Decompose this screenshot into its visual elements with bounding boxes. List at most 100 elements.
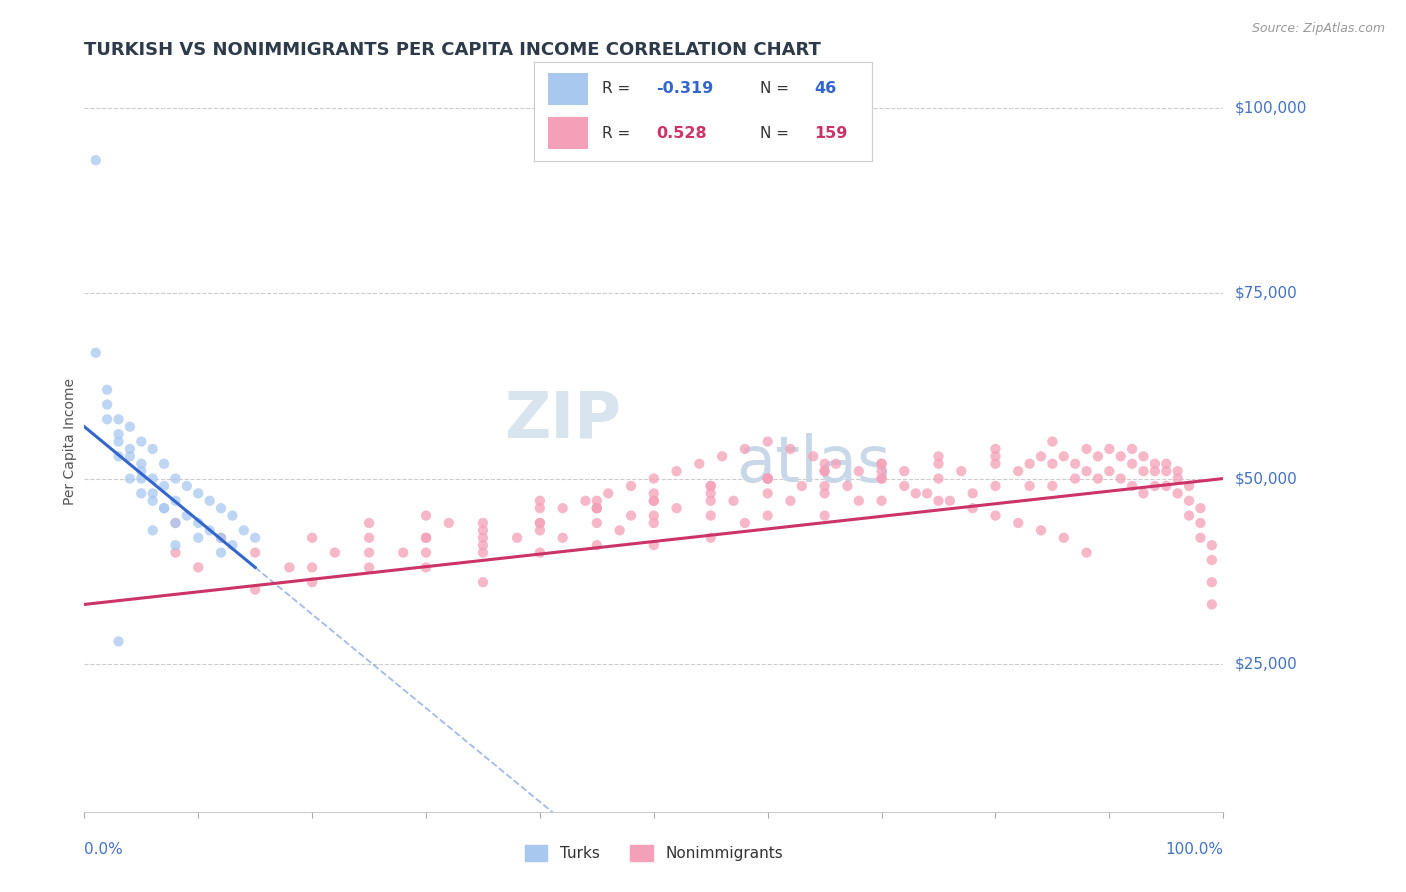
Point: [96, 412, 118, 426]
Text: $75,000: $75,000: [1234, 286, 1298, 301]
Point: [1189, 531, 1212, 545]
Point: [131, 434, 153, 449]
Point: [1189, 516, 1212, 530]
Point: [118, 442, 141, 456]
Point: [1189, 501, 1212, 516]
Point: [893, 479, 915, 493]
Text: 159: 159: [814, 126, 848, 141]
Point: [1087, 450, 1109, 464]
Point: [1087, 471, 1109, 485]
Point: [643, 471, 665, 485]
Text: TURKISH VS NONIMMIGRANTS PER CAPITA INCOME CORRELATION CHART: TURKISH VS NONIMMIGRANTS PER CAPITA INCO…: [84, 41, 821, 59]
Point: [96, 383, 118, 397]
Point: [1053, 450, 1076, 464]
Point: [723, 493, 745, 508]
Point: [323, 546, 346, 560]
Point: [984, 508, 1007, 523]
Point: [359, 546, 381, 560]
Point: [609, 524, 631, 538]
Point: [870, 457, 893, 471]
Point: [1029, 450, 1052, 464]
Point: [1109, 450, 1132, 464]
Point: [700, 479, 723, 493]
Point: [131, 464, 153, 478]
Point: [301, 575, 323, 590]
Point: [165, 516, 187, 530]
Point: [107, 634, 129, 648]
Point: [790, 479, 813, 493]
Point: [1201, 575, 1223, 590]
Point: [529, 501, 551, 516]
Point: [165, 538, 187, 552]
Point: [1042, 434, 1064, 449]
Point: [779, 442, 801, 456]
Point: [734, 442, 756, 456]
Point: [643, 508, 665, 523]
Point: [962, 486, 984, 500]
Point: [620, 508, 643, 523]
Point: [1029, 524, 1052, 538]
Point: [1121, 457, 1143, 471]
Point: [1053, 531, 1076, 545]
Point: [176, 479, 198, 493]
Point: [153, 479, 176, 493]
Point: [984, 442, 1007, 456]
Point: [118, 419, 141, 434]
Point: [928, 450, 950, 464]
Point: [586, 501, 609, 516]
Point: [700, 531, 723, 545]
Point: [700, 486, 723, 500]
Point: [529, 516, 551, 530]
Text: R =: R =: [602, 126, 630, 141]
Point: [187, 516, 209, 530]
Point: [392, 546, 415, 560]
Text: -0.319: -0.319: [655, 81, 713, 96]
Point: [1098, 442, 1121, 456]
Point: [165, 493, 187, 508]
Point: [551, 531, 574, 545]
Point: [1167, 471, 1189, 485]
Point: [1156, 464, 1178, 478]
Point: [1167, 486, 1189, 500]
Point: [187, 560, 209, 574]
Text: N =: N =: [761, 126, 789, 141]
Point: [984, 479, 1007, 493]
Point: [529, 493, 551, 508]
Text: $50,000: $50,000: [1234, 471, 1298, 486]
Point: [1018, 479, 1040, 493]
Point: [209, 531, 232, 545]
Point: [643, 538, 665, 552]
Point: [688, 457, 710, 471]
Point: [1121, 479, 1143, 493]
Point: [928, 471, 950, 485]
Point: [801, 450, 824, 464]
Point: [870, 471, 893, 485]
Point: [198, 524, 221, 538]
Point: [837, 479, 859, 493]
Point: [437, 516, 460, 530]
Point: [1076, 464, 1098, 478]
Point: [506, 531, 529, 545]
Point: [700, 493, 723, 508]
Point: [529, 546, 551, 560]
Point: [472, 531, 495, 545]
Point: [1076, 442, 1098, 456]
Legend: Turks, Nonimmigrants: Turks, Nonimmigrants: [519, 838, 789, 867]
Point: [643, 493, 665, 508]
Point: [1178, 493, 1201, 508]
Point: [984, 450, 1007, 464]
Point: [1143, 464, 1166, 478]
Point: [118, 450, 141, 464]
Point: [665, 464, 688, 478]
Text: 0.528: 0.528: [655, 126, 706, 141]
Point: [245, 546, 267, 560]
Point: [301, 560, 323, 574]
Point: [643, 486, 665, 500]
Point: [245, 582, 267, 597]
Point: [586, 516, 609, 530]
Point: [814, 457, 837, 471]
Point: [1178, 508, 1201, 523]
Point: [1178, 479, 1201, 493]
Point: [153, 501, 176, 516]
Point: [209, 546, 232, 560]
